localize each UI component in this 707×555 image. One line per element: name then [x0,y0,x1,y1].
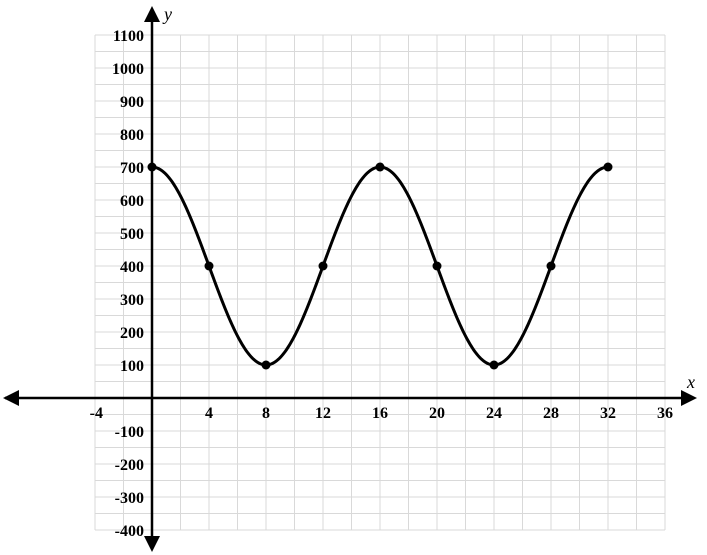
y-tick-label: 100 [120,358,144,375]
y-tick-label: 1100 [113,28,144,45]
data-point [148,163,157,172]
y-axis-label: y [162,4,172,24]
axis-arrow [144,6,160,22]
y-tick-label: 1000 [112,61,144,78]
y-tick-label: 400 [120,259,144,276]
axis-arrow [3,390,19,406]
data-point [376,163,385,172]
x-tick-label: 8 [262,405,270,422]
y-tick-label: -100 [115,424,144,441]
data-point [547,262,556,271]
y-tick-label: 900 [120,94,144,111]
y-tick-label: 800 [120,127,144,144]
y-tick-label: -200 [115,457,144,474]
axis-arrow [144,536,160,552]
data-point [604,163,613,172]
data-point [433,262,442,271]
data-point [262,361,271,370]
chart-container: -4 4 8 12 16 20 24 28 32 36 -400 -300 -200 -100 100 200… [0,0,707,555]
x-tick-label: -4 [90,405,103,422]
data-point [490,361,499,370]
x-tick-label: 28 [543,405,559,422]
chart-svg: -4 4 8 12 16 20 24 28 32 36 -400 -300 -200 -100 100 200… [0,0,707,555]
y-tick-label: -400 [115,523,144,540]
x-tick-label: 24 [486,405,502,422]
y-tick-label: 300 [120,292,144,309]
x-tick-label: 20 [429,405,445,422]
x-axis-label: x [686,372,695,392]
x-tick-label: 12 [315,405,331,422]
x-tick-label: 16 [372,405,388,422]
y-tick-label: 700 [120,160,144,177]
data-point [205,262,214,271]
y-tick-label: -300 [115,490,144,507]
y-tick-label: 600 [120,193,144,210]
axis-arrow [681,390,697,406]
y-tick-label: 200 [120,325,144,342]
x-tick-label: 4 [205,405,213,422]
x-tick-label: 36 [657,405,673,422]
y-tick-label: 500 [120,226,144,243]
x-tick-label: 32 [600,405,616,422]
data-point [319,262,328,271]
